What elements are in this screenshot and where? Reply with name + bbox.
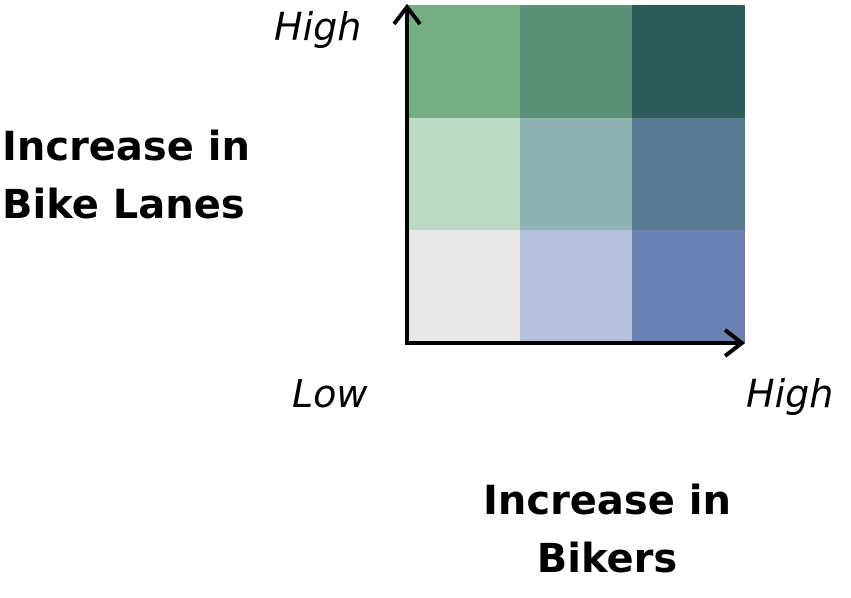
x-axis-title: Increase in Bikers [483, 472, 731, 588]
y-axis-title-line1: Increase in [2, 124, 250, 170]
cell-mid-lanes-low-bikers [407, 117, 520, 231]
cell-mid-lanes-mid-bikers [519, 117, 633, 231]
cell-low-lanes-mid-bikers [519, 230, 633, 343]
x-axis-low-label: Low [292, 372, 368, 416]
x-axis-title-line1: Increase in [483, 478, 731, 524]
cell-high-lanes-mid-bikers [519, 5, 633, 118]
cell-mid-lanes-high-bikers [632, 117, 745, 231]
x-axis-high-label: High [746, 372, 834, 416]
cell-high-lanes-high-bikers [632, 5, 745, 118]
x-axis-title-line2: Bikers [536, 536, 678, 582]
y-axis-title-line2: Bike Lanes [2, 182, 245, 228]
y-axis-title: Increase in Bike Lanes [2, 118, 250, 234]
legend-color-grid [407, 5, 745, 343]
y-axis-high-label: High [274, 5, 362, 49]
cell-low-lanes-high-bikers [632, 230, 745, 343]
cell-low-lanes-low-bikers [407, 230, 520, 343]
cell-high-lanes-low-bikers [407, 5, 520, 118]
